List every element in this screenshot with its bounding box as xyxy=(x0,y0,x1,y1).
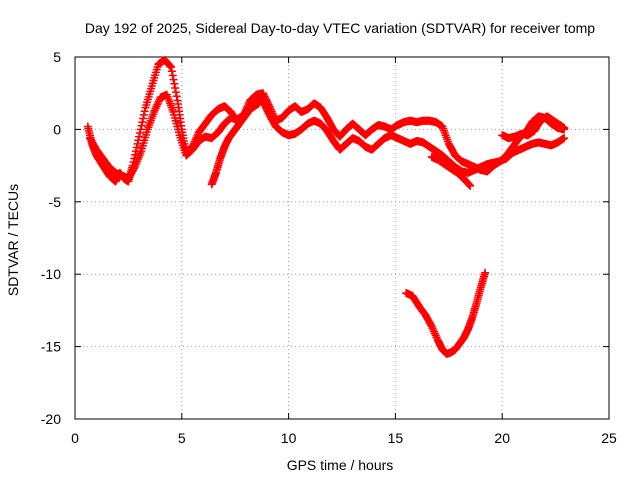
data-series xyxy=(207,99,263,189)
data-point xyxy=(137,121,146,130)
x-tick-label: 10 xyxy=(281,430,297,446)
data-point xyxy=(430,327,439,336)
data-point xyxy=(132,143,141,152)
data-point xyxy=(560,123,569,132)
data-point xyxy=(172,92,181,101)
data-point xyxy=(151,104,160,113)
data-point xyxy=(136,125,145,134)
data-point xyxy=(560,134,569,143)
chart-title: Day 192 of 2025, Sidereal Day-to-day VTE… xyxy=(85,20,595,36)
data-point xyxy=(432,333,441,342)
x-axis-label: GPS time / hours xyxy=(287,457,394,473)
y-tick-label: 0 xyxy=(53,121,61,137)
x-tick-label: 20 xyxy=(494,430,510,446)
series-layer xyxy=(83,55,569,358)
y-tick-label: -5 xyxy=(49,194,62,210)
y-tick-label: -10 xyxy=(41,266,61,282)
data-point xyxy=(254,99,263,108)
data-point xyxy=(429,325,438,334)
data-point xyxy=(138,118,147,127)
data-point xyxy=(428,324,437,333)
data-point xyxy=(427,322,436,331)
data-point xyxy=(169,75,178,84)
data-point xyxy=(170,79,179,88)
y-tick-label: 5 xyxy=(53,49,61,65)
data-series xyxy=(498,112,569,143)
data-point xyxy=(465,180,474,189)
data-point xyxy=(140,107,149,116)
data-series xyxy=(427,152,475,190)
data-point xyxy=(150,108,159,117)
x-tick-label: 5 xyxy=(178,430,186,446)
y-tick-label: -20 xyxy=(41,411,61,427)
plot-frame xyxy=(74,56,610,420)
data-point xyxy=(153,100,162,109)
data-point xyxy=(165,61,174,70)
data-point xyxy=(130,164,139,173)
x-tick-label: 15 xyxy=(388,430,404,446)
data-point xyxy=(431,331,440,340)
data-point xyxy=(168,71,177,80)
data-point xyxy=(464,180,473,189)
data-point xyxy=(166,62,175,71)
x-tick-label: 0 xyxy=(71,430,79,446)
data-point xyxy=(430,329,439,338)
data-point xyxy=(481,268,490,277)
data-point xyxy=(133,139,142,148)
data-point xyxy=(139,114,148,123)
data-series xyxy=(85,90,569,183)
data-point xyxy=(167,63,176,72)
x-tick-label: 25 xyxy=(601,430,617,446)
data-point xyxy=(135,129,144,138)
y-tick-label: -15 xyxy=(41,339,61,355)
y-axis-label: SDTVAR / TECUs xyxy=(5,184,21,296)
data-point xyxy=(171,88,180,97)
data-point xyxy=(152,102,161,111)
data-point xyxy=(139,110,148,119)
data-point xyxy=(167,67,176,76)
data-point xyxy=(150,106,159,115)
data-series xyxy=(402,268,490,358)
data-point xyxy=(171,83,180,92)
grid xyxy=(75,57,609,419)
data-point xyxy=(135,132,144,141)
axes: 0 5 10 15 20 25 -20 -15 -10 -5 0 5 xyxy=(41,49,617,446)
data-point xyxy=(466,181,475,190)
data-point xyxy=(154,98,163,107)
